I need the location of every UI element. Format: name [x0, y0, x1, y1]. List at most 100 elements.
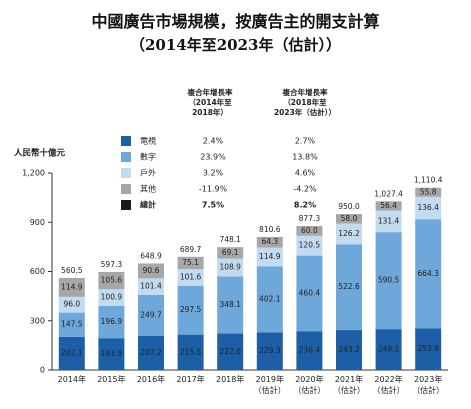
value-label: 590.5	[378, 276, 400, 285]
x-tick-label: 2018年	[216, 375, 245, 384]
total-label: 560.5	[61, 266, 83, 275]
x-tick-label: 2016年	[136, 375, 166, 384]
chart-title: 中國廣告市場規模，按廣告主的開支計算	[91, 12, 380, 31]
bar-segment	[296, 225, 323, 236]
value-label: 522.6	[338, 282, 360, 291]
value-label: 402.1	[259, 294, 281, 303]
bar-segment	[217, 276, 244, 334]
bar-segment	[256, 236, 283, 248]
x-tick-label: 2017年	[176, 375, 205, 384]
table-header: 複合年增長率 （2018年至 2023年（估計））	[273, 88, 337, 117]
bar-segment	[98, 305, 125, 339]
bar-segment	[375, 210, 402, 233]
bar-segment	[415, 187, 442, 197]
value-label: 55.8	[420, 187, 437, 196]
bar-segment	[375, 329, 402, 370]
x-tick-label: 2021年 （估計）	[333, 375, 365, 395]
bar-segment	[336, 330, 362, 370]
total-label: 950.0	[338, 202, 360, 211]
value-label: 664.3	[417, 269, 439, 278]
y-axis-label: 人民幣十億元	[14, 148, 66, 159]
bar-segment	[58, 296, 85, 313]
table-cell: 2.7%	[295, 137, 316, 146]
bar-segment	[138, 263, 164, 279]
bar-segment	[217, 258, 244, 277]
legend-swatch	[121, 168, 131, 178]
bar-segment	[177, 334, 204, 370]
value-label: 215.5	[180, 347, 202, 356]
value-label: 297.5	[180, 305, 202, 314]
bar-segment	[98, 271, 125, 290]
bar-segment	[415, 328, 442, 370]
value-label: 236.4	[299, 346, 321, 355]
bar-segment	[256, 332, 283, 370]
bar-segment	[98, 338, 125, 370]
bar-segment	[217, 247, 244, 259]
value-label: 108.9	[219, 262, 241, 271]
value-label: 202.1	[61, 348, 83, 357]
value-label: 58.0	[341, 214, 358, 223]
value-label: 222.0	[219, 347, 241, 356]
total-label: 877.3	[299, 214, 321, 223]
y-tick-label: 600	[30, 267, 45, 276]
legend-label: 總計	[140, 200, 156, 210]
legend-label: 其他	[140, 184, 156, 194]
value-label: 69.1	[222, 248, 239, 257]
value-label: 120.5	[299, 241, 321, 250]
table-cell: -11.9%	[199, 185, 228, 194]
value-label: 56.4	[380, 201, 397, 210]
bar-segment	[177, 269, 204, 286]
table-cell: 4.6%	[295, 169, 316, 178]
value-label: 60.0	[301, 226, 318, 235]
value-label: 196.9	[101, 317, 123, 326]
value-label: 229.3	[259, 346, 281, 355]
value-label: 193.9	[101, 349, 123, 358]
x-tick-label: 2019年 （估計）	[253, 375, 286, 395]
bar-segment	[58, 277, 85, 297]
bar-segment	[177, 256, 204, 270]
value-label: 249.7	[140, 310, 162, 319]
value-label: 114.9	[259, 252, 281, 261]
x-tick-label: 2022年 （估計）	[372, 375, 405, 395]
x-tick-label: 2015年	[97, 375, 126, 384]
x-tick-label: 2014年	[57, 375, 86, 384]
legend-label: 電視	[140, 137, 156, 146]
total-label: 810.6	[259, 225, 281, 234]
table-cell: 7.5%	[202, 201, 224, 210]
bar-segment	[375, 201, 402, 211]
table-cell: 3.2%	[203, 169, 224, 178]
table-cell: 2.4%	[203, 137, 224, 146]
bar-segment	[138, 294, 164, 336]
total-label: 1,027.4	[374, 189, 403, 198]
value-label: 126.2	[338, 229, 360, 238]
bar-segment	[177, 285, 204, 335]
total-label: 648.9	[140, 251, 162, 260]
value-label: 64.3	[261, 237, 278, 246]
value-label: 90.6	[143, 266, 160, 275]
x-tick-label: 2023年 （估計）	[412, 375, 445, 395]
bar-segment	[296, 255, 323, 332]
legend-swatch	[121, 136, 131, 146]
chart-subtitle: （2014年至2023年（估計））	[130, 36, 341, 54]
bar-segment	[415, 196, 442, 220]
bar-segment	[375, 232, 402, 330]
y-tick-label: 1,200	[22, 169, 45, 178]
bar-segment	[138, 335, 164, 370]
x-tick-label: 2020年 （估計）	[293, 375, 326, 395]
bar-segment	[256, 247, 283, 267]
bar-segment	[415, 219, 442, 329]
legend-label: 戶外	[140, 168, 156, 178]
bar-segment	[256, 266, 283, 333]
bar-segment	[138, 278, 164, 295]
value-label: 348.1	[219, 300, 241, 309]
value-label: 100.9	[101, 293, 123, 302]
value-label: 136.4	[417, 203, 439, 212]
value-label: 131.4	[378, 216, 400, 225]
bar-segment	[217, 333, 244, 370]
total-label: 748.1	[219, 235, 241, 244]
value-label: 253.9	[417, 344, 439, 353]
value-label: 249.1	[378, 345, 400, 354]
value-label: 243.2	[338, 345, 360, 354]
